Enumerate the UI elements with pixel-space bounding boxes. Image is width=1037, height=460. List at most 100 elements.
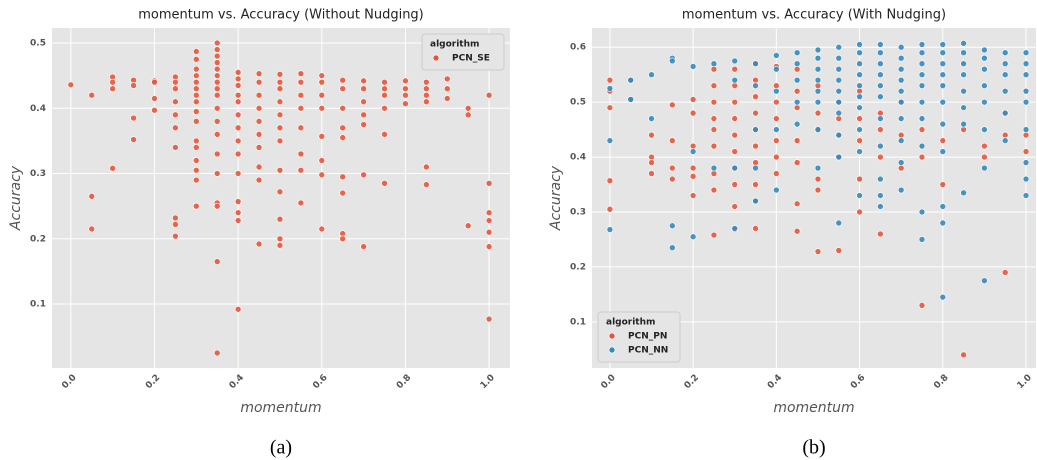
point — [814, 46, 822, 54]
point — [981, 54, 988, 62]
point — [773, 137, 780, 144]
point — [793, 227, 801, 235]
point — [339, 189, 346, 197]
point — [193, 176, 200, 184]
point — [814, 164, 822, 172]
plot-area — [592, 28, 1036, 368]
point — [939, 293, 947, 301]
point — [276, 137, 284, 145]
point — [443, 75, 451, 83]
point — [835, 115, 843, 122]
point — [710, 115, 718, 122]
point — [939, 203, 947, 210]
point — [981, 277, 988, 284]
point — [234, 75, 242, 83]
point — [793, 137, 801, 144]
point — [255, 118, 263, 125]
point — [255, 176, 263, 184]
point — [689, 173, 697, 180]
point — [276, 242, 284, 249]
y-tick-label: 0.1 — [570, 317, 586, 327]
point — [276, 71, 284, 78]
point — [339, 173, 346, 181]
point — [897, 115, 905, 122]
point — [606, 205, 614, 213]
point — [339, 134, 346, 141]
point — [897, 186, 905, 194]
x-tick-label: 0.6 — [849, 373, 867, 391]
point — [939, 82, 947, 89]
point — [918, 71, 926, 78]
point — [960, 49, 967, 57]
point — [213, 39, 221, 47]
point — [897, 137, 905, 144]
point — [1001, 71, 1009, 78]
point — [793, 76, 801, 84]
point — [877, 82, 884, 89]
point — [710, 186, 718, 194]
point — [793, 200, 801, 208]
point — [918, 49, 926, 57]
point — [276, 111, 284, 119]
chart-title: momentum vs. Accuracy (Without Nudging) — [138, 8, 424, 23]
point — [443, 95, 451, 102]
x-tick-label: 0.8 — [395, 373, 413, 391]
point — [814, 76, 822, 84]
point — [877, 230, 884, 238]
point — [360, 111, 367, 119]
legend — [421, 33, 505, 71]
point — [193, 48, 200, 55]
point — [1022, 148, 1030, 155]
point — [731, 164, 739, 172]
point — [731, 181, 739, 188]
y-tick-label: 0.2 — [30, 234, 46, 244]
point — [939, 181, 947, 188]
x-tick-label: 0.6 — [311, 373, 329, 391]
point — [423, 85, 430, 92]
point — [918, 82, 926, 89]
point — [710, 82, 718, 89]
point — [918, 98, 926, 106]
point — [234, 91, 242, 99]
point — [731, 82, 739, 89]
point — [960, 351, 967, 359]
legend-marker — [608, 346, 616, 354]
point — [939, 49, 947, 57]
point — [835, 98, 843, 106]
point — [193, 118, 200, 125]
caption: (a) — [270, 437, 292, 459]
point — [669, 137, 676, 144]
point — [485, 180, 493, 187]
point — [877, 60, 884, 68]
point — [193, 202, 200, 210]
point — [172, 85, 179, 92]
point — [835, 76, 843, 84]
point — [297, 199, 305, 207]
point — [234, 111, 242, 119]
point — [606, 104, 614, 111]
point — [814, 82, 822, 89]
point — [752, 126, 759, 133]
point — [960, 104, 967, 111]
point — [213, 85, 221, 92]
point — [981, 98, 988, 106]
point — [918, 236, 926, 243]
legend-label: PCN_PN — [628, 332, 667, 342]
point — [939, 60, 947, 68]
point — [276, 78, 284, 86]
y-tick-label: 0.3 — [30, 169, 46, 179]
point — [339, 235, 346, 243]
point — [423, 98, 430, 106]
point — [213, 91, 221, 99]
point — [213, 202, 221, 210]
point — [752, 76, 759, 84]
point — [423, 181, 430, 188]
point — [109, 165, 116, 172]
point — [485, 315, 493, 323]
point — [689, 63, 697, 70]
point — [689, 192, 697, 199]
point — [193, 56, 200, 63]
point — [981, 46, 988, 54]
plot-area — [52, 28, 510, 368]
y-axis-label: Accuracy — [8, 165, 24, 231]
